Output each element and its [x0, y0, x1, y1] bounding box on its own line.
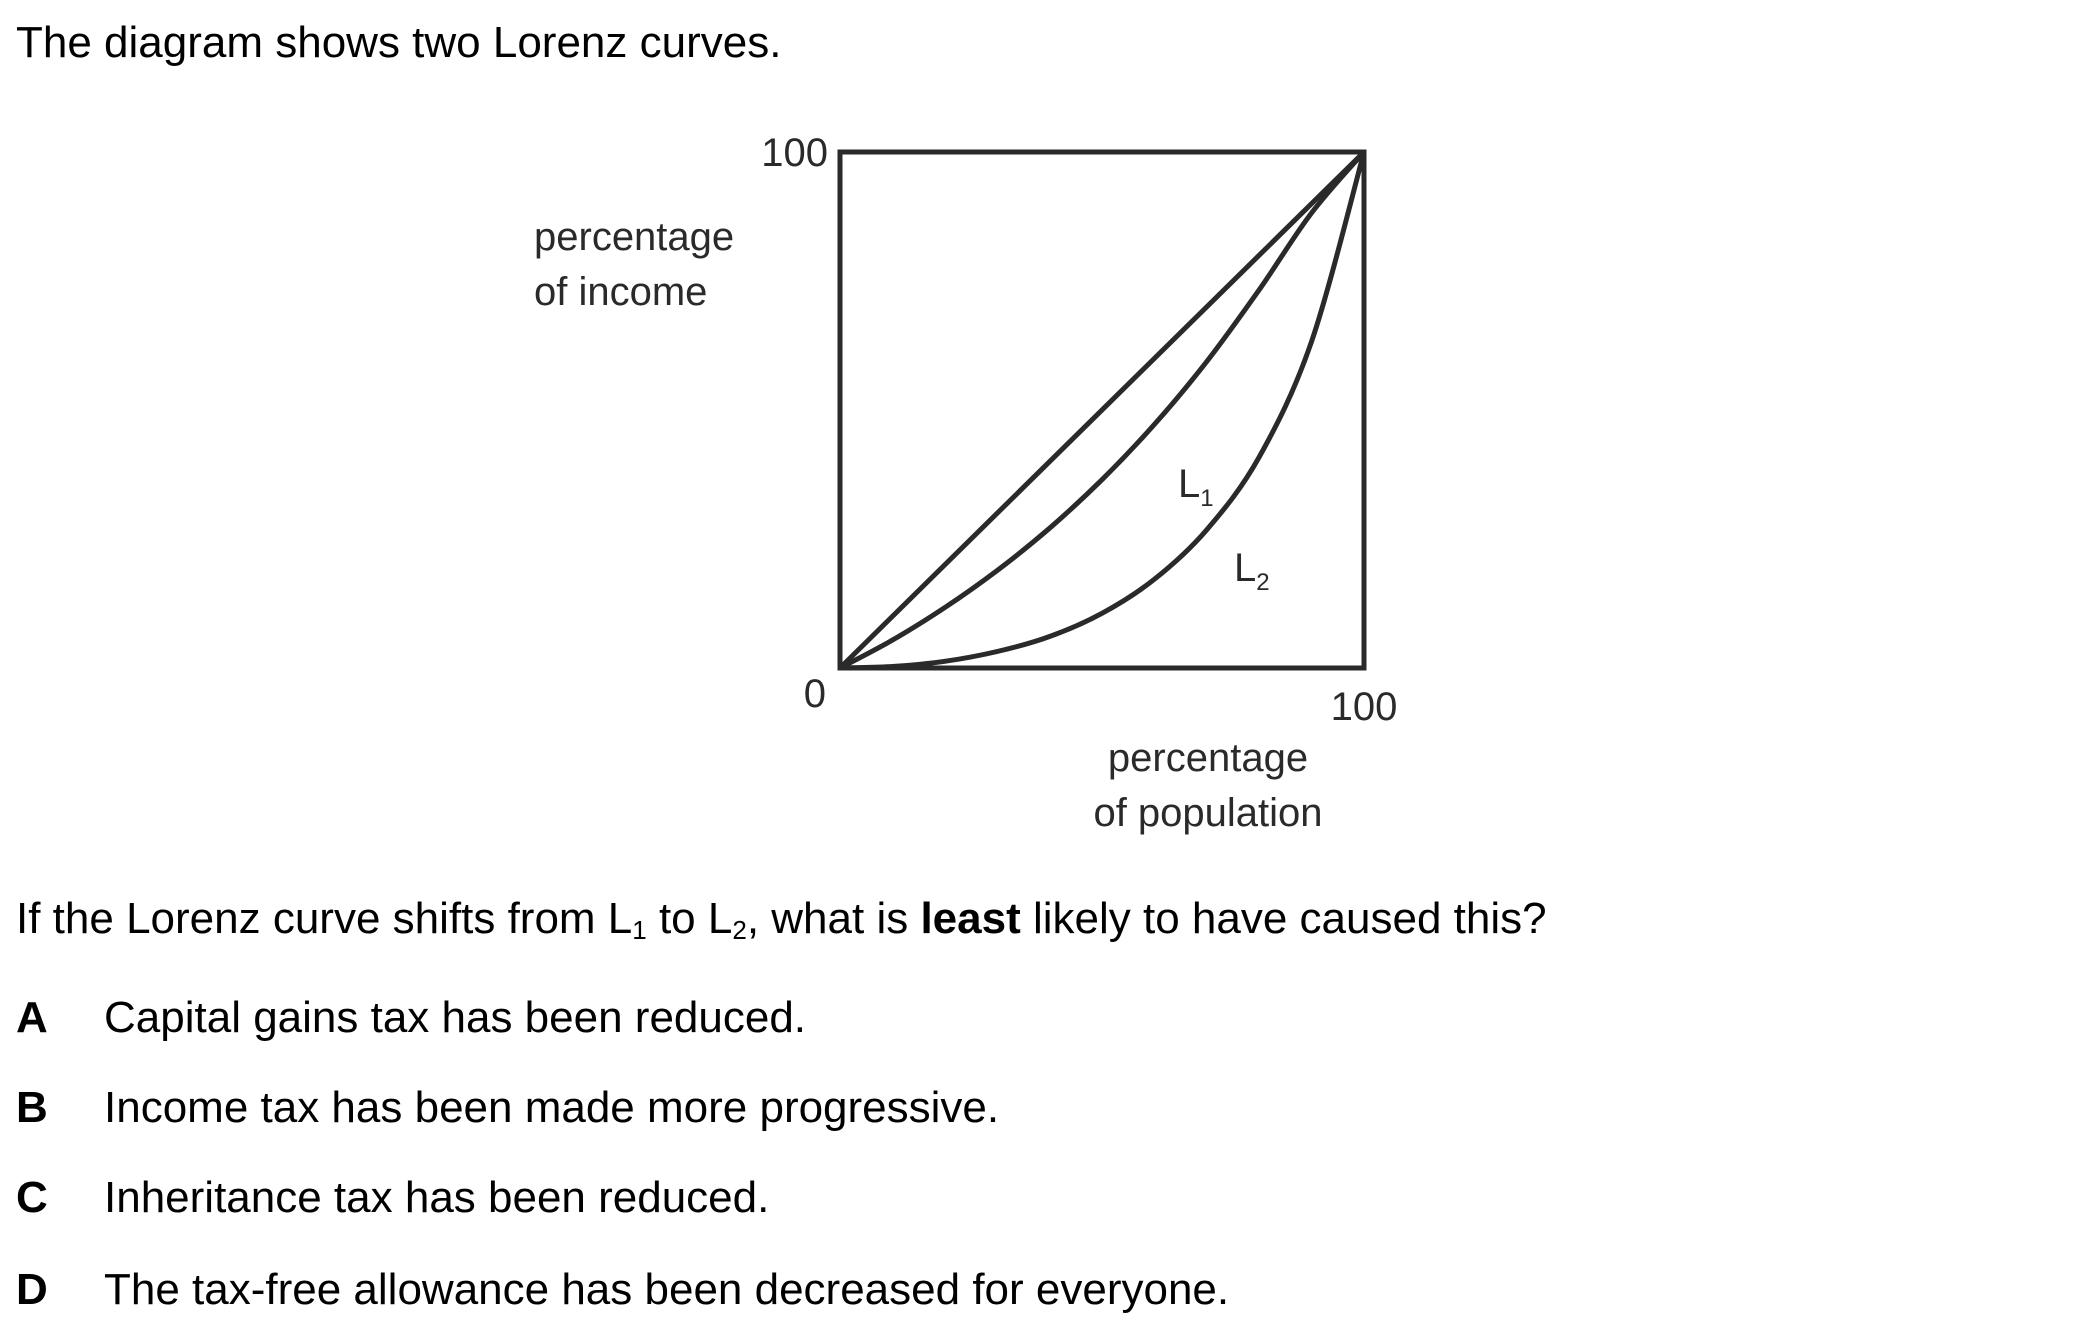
stem-sub2: 2	[732, 915, 747, 945]
line-of-equality	[838, 150, 1366, 670]
stem-bold: least	[920, 894, 1021, 943]
origin-tick-label: 0	[804, 672, 826, 716]
curve-label-l2: L2	[1234, 546, 1270, 596]
stem-end: likely to have caused this?	[1020, 894, 1547, 943]
question-stem: If the Lorenz curve shifts from L1 to L2…	[16, 894, 1547, 946]
stem-mid: to L	[646, 894, 733, 943]
curve-label-l2-main: L	[1234, 546, 1256, 590]
option-d-text: The tax-free allowance has been decrease…	[104, 1265, 1230, 1314]
x-axis-label-line2: of population	[1093, 791, 1322, 835]
y-axis-label-line1: percentage	[534, 215, 734, 259]
stem-sub1: 1	[632, 915, 647, 945]
plot-frame	[837, 149, 1367, 671]
option-a-text: Capital gains tax has been reduced.	[104, 993, 807, 1042]
curve-label-l2-sub: 2	[1256, 569, 1269, 596]
option-c-letter: C	[16, 1173, 48, 1222]
lorenz-curve-l2	[839, 151, 1367, 671]
option-c-text: Inheritance tax has been reduced.	[104, 1173, 770, 1222]
intro-text: The diagram shows two Lorenz curves.	[16, 18, 782, 67]
lorenz-curve-l1	[838, 150, 1366, 671]
curve-label-l1: L1	[1178, 462, 1214, 512]
curve-label-l1-main: L	[1178, 462, 1200, 506]
y-axis-label-line2: of income	[534, 270, 707, 314]
y-max-tick-label: 100	[761, 131, 828, 175]
stem-before: If the Lorenz curve shifts from L	[16, 894, 633, 943]
x-max-tick-label: 100	[1331, 685, 1398, 729]
series-layer	[838, 150, 1367, 671]
curve-label-l1-sub: 1	[1200, 485, 1213, 512]
option-d-letter: D	[16, 1265, 48, 1314]
x-axis-label-line1: percentage	[1108, 736, 1308, 780]
option-b-text: Income tax has been made more progressiv…	[104, 1083, 1000, 1132]
option-b-letter: B	[16, 1083, 48, 1132]
stem-after: , what is	[746, 894, 921, 943]
option-a-letter: A	[16, 993, 48, 1042]
